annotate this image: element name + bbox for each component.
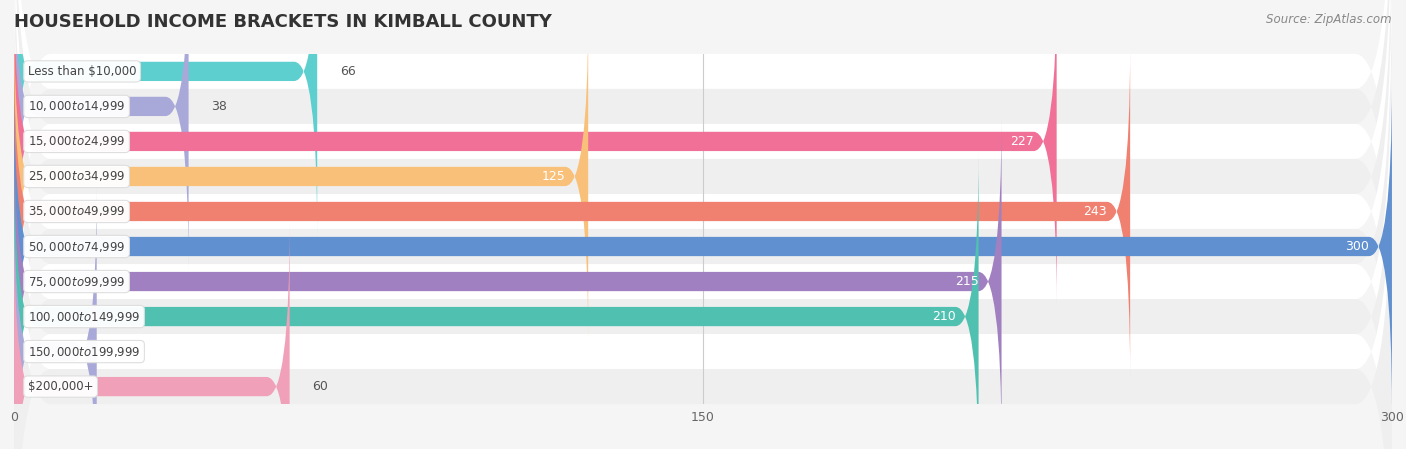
FancyBboxPatch shape xyxy=(14,89,1392,449)
FancyBboxPatch shape xyxy=(14,0,1392,404)
FancyBboxPatch shape xyxy=(14,46,1130,377)
Text: HOUSEHOLD INCOME BRACKETS IN KIMBALL COUNTY: HOUSEHOLD INCOME BRACKETS IN KIMBALL COU… xyxy=(14,13,553,31)
FancyBboxPatch shape xyxy=(14,81,1392,412)
Text: $50,000 to $74,999: $50,000 to $74,999 xyxy=(28,239,125,254)
Text: 300: 300 xyxy=(1346,240,1369,253)
Text: $200,000+: $200,000+ xyxy=(28,380,93,393)
FancyBboxPatch shape xyxy=(14,116,1001,447)
Text: 227: 227 xyxy=(1010,135,1033,148)
FancyBboxPatch shape xyxy=(14,0,1392,449)
Text: $150,000 to $199,999: $150,000 to $199,999 xyxy=(28,344,141,359)
Text: $25,000 to $34,999: $25,000 to $34,999 xyxy=(28,169,125,184)
FancyBboxPatch shape xyxy=(14,0,1392,439)
Text: 18: 18 xyxy=(120,345,135,358)
FancyBboxPatch shape xyxy=(14,124,1392,449)
Text: 66: 66 xyxy=(340,65,356,78)
FancyBboxPatch shape xyxy=(14,151,979,449)
Text: 125: 125 xyxy=(541,170,565,183)
FancyBboxPatch shape xyxy=(14,0,1057,307)
Text: $10,000 to $14,999: $10,000 to $14,999 xyxy=(28,99,125,114)
Text: 210: 210 xyxy=(932,310,956,323)
Text: Source: ZipAtlas.com: Source: ZipAtlas.com xyxy=(1267,13,1392,26)
Text: 60: 60 xyxy=(312,380,329,393)
Text: $35,000 to $49,999: $35,000 to $49,999 xyxy=(28,204,125,219)
FancyBboxPatch shape xyxy=(14,0,1392,449)
Text: 38: 38 xyxy=(211,100,228,113)
FancyBboxPatch shape xyxy=(14,0,1392,369)
FancyBboxPatch shape xyxy=(14,0,188,272)
FancyBboxPatch shape xyxy=(14,54,1392,449)
Text: $100,000 to $149,999: $100,000 to $149,999 xyxy=(28,309,141,324)
Text: 215: 215 xyxy=(955,275,979,288)
FancyBboxPatch shape xyxy=(14,0,1392,334)
FancyBboxPatch shape xyxy=(14,221,290,449)
Text: $15,000 to $24,999: $15,000 to $24,999 xyxy=(28,134,125,149)
Text: Less than $10,000: Less than $10,000 xyxy=(28,65,136,78)
Text: $75,000 to $99,999: $75,000 to $99,999 xyxy=(28,274,125,289)
FancyBboxPatch shape xyxy=(14,11,588,342)
Text: 243: 243 xyxy=(1084,205,1107,218)
FancyBboxPatch shape xyxy=(14,186,97,449)
FancyBboxPatch shape xyxy=(14,0,318,237)
FancyBboxPatch shape xyxy=(14,19,1392,449)
